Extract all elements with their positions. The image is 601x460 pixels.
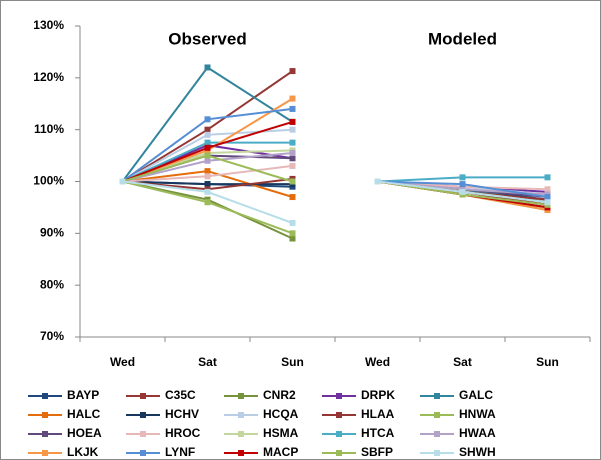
legend-marker <box>140 450 146 456</box>
series-marker <box>289 118 296 125</box>
series-marker <box>289 105 296 112</box>
legend-label: CNR2 <box>263 388 296 402</box>
legend-marker <box>140 431 146 437</box>
series-marker <box>289 149 296 156</box>
y-tick-label: 100% <box>33 174 64 188</box>
legend-marker <box>42 450 48 456</box>
legend-marker <box>434 450 440 456</box>
legend-label: SBFP <box>361 445 393 459</box>
series-marker <box>204 152 211 159</box>
legend-label: HROC <box>165 426 201 440</box>
legend-label: MACP <box>263 445 298 459</box>
y-tick-label: 130% <box>33 18 64 32</box>
legend-marker <box>238 450 244 456</box>
series-marker <box>374 178 381 185</box>
legend-marker <box>336 450 342 456</box>
legend-marker <box>42 431 48 437</box>
series-marker <box>289 235 296 242</box>
series-marker <box>204 64 211 71</box>
x-tick-label: Wed <box>110 355 135 369</box>
legend-label: HLAA <box>361 407 395 421</box>
y-tick-label: 70% <box>40 329 64 343</box>
legend-marker <box>42 393 48 399</box>
series-marker <box>459 188 466 195</box>
series-marker <box>204 181 211 188</box>
series-marker <box>289 178 296 185</box>
series-marker <box>289 68 296 75</box>
series-marker <box>289 194 296 201</box>
series-marker <box>204 139 211 146</box>
legend-marker <box>336 431 342 437</box>
series-marker <box>204 199 211 206</box>
legend-label: DRPK <box>361 388 395 402</box>
series-marker <box>544 186 551 193</box>
series-marker <box>459 181 466 188</box>
legend-label: GALC <box>459 388 493 402</box>
series-marker <box>204 173 211 180</box>
legend-marker <box>140 412 146 418</box>
legend-label: SHWH <box>459 445 496 459</box>
legend-label: BAYP <box>67 388 99 402</box>
legend-marker <box>238 431 244 437</box>
legend-label: HCHV <box>165 407 199 421</box>
legend-marker <box>336 412 342 418</box>
y-tick-label: 120% <box>33 70 64 84</box>
series-marker <box>459 174 466 181</box>
legend-label: LYNF <box>165 445 195 459</box>
x-tick-label: Wed <box>365 355 390 369</box>
series-marker <box>204 188 211 195</box>
legend-label: HOEA <box>67 426 102 440</box>
y-tick-label: 90% <box>40 226 64 240</box>
legend-label: LKJK <box>67 445 99 459</box>
series-marker <box>204 157 211 164</box>
series-marker <box>289 95 296 102</box>
legend-marker <box>434 431 440 437</box>
panel-title: Modeled <box>428 29 497 48</box>
legend-label: C35C <box>165 388 196 402</box>
legend-marker <box>238 393 244 399</box>
series-marker <box>204 131 211 138</box>
legend-marker <box>140 393 146 399</box>
series-marker <box>289 219 296 226</box>
x-tick-label: Sat <box>198 355 217 369</box>
series-marker <box>289 126 296 133</box>
series-marker <box>204 144 211 151</box>
x-tick-label: Sun <box>536 355 559 369</box>
legend-marker <box>42 412 48 418</box>
x-tick-label: Sat <box>453 355 472 369</box>
legend-marker <box>336 393 342 399</box>
legend-label: HTCA <box>361 426 395 440</box>
legend-label: HCQA <box>263 407 299 421</box>
y-tick-label: 110% <box>34 122 64 136</box>
legend-label: HWAA <box>459 426 496 440</box>
series-marker <box>289 162 296 169</box>
legend-marker <box>238 412 244 418</box>
series-marker <box>544 174 551 181</box>
legend-label: HSMA <box>263 426 299 440</box>
series-marker <box>289 155 296 162</box>
panel-title: Observed <box>168 29 246 48</box>
series-marker <box>204 126 211 133</box>
series-marker <box>204 116 211 123</box>
series-marker <box>289 230 296 237</box>
legend-marker <box>434 412 440 418</box>
series-marker <box>204 168 211 175</box>
legend-label: HNWA <box>459 407 496 421</box>
series-marker <box>544 199 551 206</box>
y-tick-label: 80% <box>40 277 64 291</box>
series-marker <box>289 139 296 146</box>
legend-marker <box>434 393 440 399</box>
x-tick-label: Sun <box>281 355 304 369</box>
legend-label: HALC <box>67 407 101 421</box>
series-marker <box>544 194 551 201</box>
series-marker <box>119 178 126 185</box>
